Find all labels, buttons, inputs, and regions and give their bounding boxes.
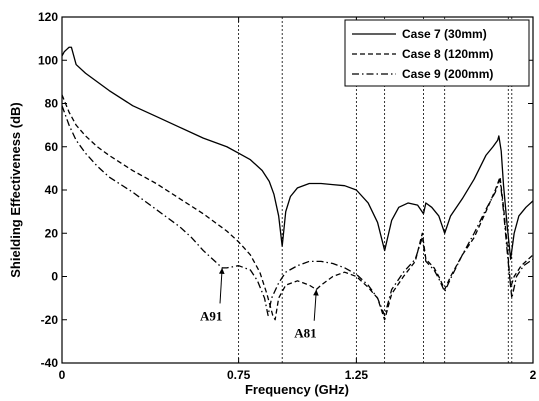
y-axis-title: Shielding Effectiveness (dB) (8, 102, 23, 278)
legend-box (344, 19, 530, 87)
annotations: A91 A81 (200, 267, 319, 341)
series-line-3 (62, 105, 533, 317)
x-tick-label: 0 (59, 368, 66, 382)
annotation-label: A91 (200, 308, 222, 323)
x-tick-label: 1.25 (345, 368, 369, 382)
y-tick-label: 100 (38, 53, 58, 67)
y-tick-label: 120 (38, 10, 58, 24)
y-tick-label: -40 (41, 356, 59, 370)
y-tick-label: -20 (41, 313, 59, 327)
x-axis-title: Frequency (GHz) (245, 382, 349, 397)
series-line-1 (62, 46, 533, 260)
x-tick-label: 2 (530, 368, 537, 382)
x-tick-label: 0.75 (227, 368, 251, 382)
x-axis: 0 0.75 1.25 2 (59, 17, 537, 382)
annotation-label: A81 (294, 326, 316, 341)
y-tick-label: 20 (45, 226, 59, 240)
y-axis: -40 -20 0 20 40 60 80 100 120 (38, 10, 533, 370)
y-tick-label: 0 (51, 270, 58, 284)
series-line-2 (62, 94, 533, 321)
y-tick-label: 60 (45, 140, 59, 154)
legend-label-3: Case 9 (200mm) (402, 67, 493, 81)
annotation-arrowhead-0 (218, 267, 225, 275)
annotation-arrowhead-1 (313, 289, 319, 296)
legend: Case 7 (30mm) Case 8 (120mm) Case 9 (200mm… (344, 19, 530, 87)
y-tick-label: 80 (45, 97, 59, 111)
legend-label-2: Case 8 (120mm) (402, 47, 493, 61)
legend-label-1: Case 7 (30mm) (402, 27, 487, 41)
y-tick-label: 40 (45, 183, 59, 197)
series-layer (62, 46, 533, 321)
